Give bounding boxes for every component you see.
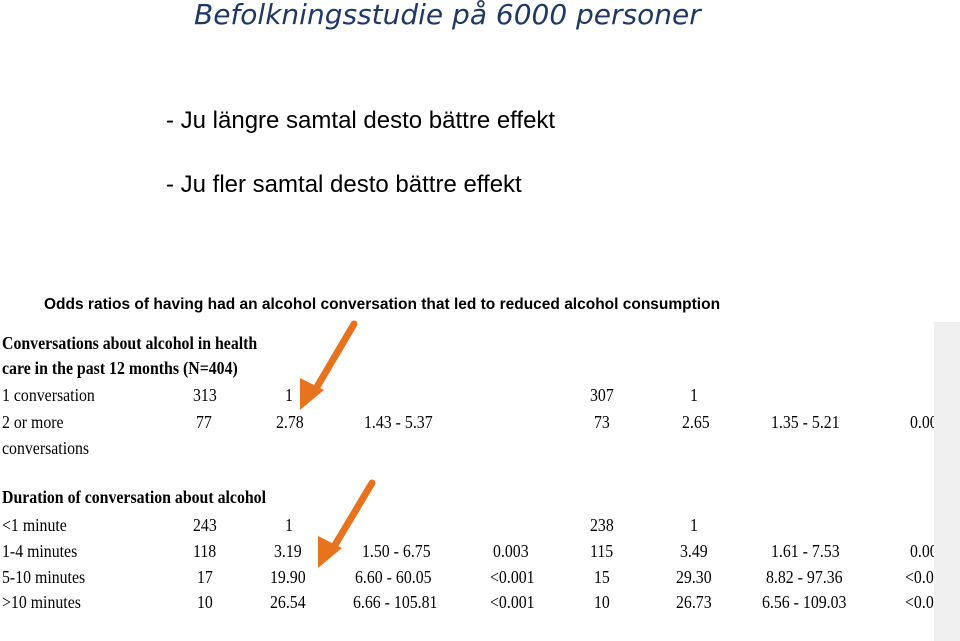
ci-model1: 6.60 - 60.05 (355, 567, 432, 587)
row-label: >10 minutes (2, 592, 81, 612)
ci-model1: 6.66 - 105.81 (353, 592, 438, 612)
n-model2: 10 (594, 592, 610, 612)
section1-header-line1: Conversations about alcohol in health (2, 333, 258, 353)
row-label: 1 conversation (2, 385, 95, 405)
ci-model2: 1.35 - 5.21 (771, 412, 840, 432)
or-model1: 19.90 (270, 567, 306, 587)
odds-ratio-table: Conversations about alcohol in health ca… (0, 322, 950, 641)
n-model1: 313 (193, 385, 217, 405)
n-model2: 238 (590, 515, 614, 535)
row-label-continuation: conversations (2, 438, 90, 458)
or-model1: 26.54 (270, 592, 306, 612)
or-model2: 29.30 (676, 567, 712, 587)
n-model2: 115 (590, 541, 614, 561)
or-model1: 3.19 (274, 541, 302, 561)
or-model2: 26.73 (676, 592, 712, 612)
n-model1: 243 (193, 515, 217, 535)
n-model2: 73 (594, 412, 610, 432)
bullet-more-conversations: - Ju fler samtal desto bättre effekt (166, 171, 522, 198)
ci-model1: 1.50 - 6.75 (362, 541, 431, 561)
n-model2: 15 (594, 567, 610, 587)
n-model1: 77 (196, 412, 212, 432)
row-label: 1-4 minutes (2, 541, 78, 561)
row-label: 2 or more (2, 412, 64, 432)
ci-model2: 8.82 - 97.36 (766, 567, 843, 587)
or-model2: 1 (690, 515, 698, 535)
or-model2: 1 (690, 385, 698, 405)
slide-title: Befolkningsstudie på 6000 personer (194, 0, 701, 31)
p-model1: <0.001 (490, 567, 535, 587)
n-model1: 10 (197, 592, 213, 612)
section2-header: Duration of conversation about alcohol (2, 487, 267, 507)
or-model1: 2.78 (276, 412, 304, 432)
section1-header-line2: care in the past 12 months (N=404) (2, 358, 238, 378)
p-model1: <0.001 (490, 592, 535, 612)
row-label: 5-10 minutes (2, 567, 86, 587)
or-model1: 1 (285, 385, 293, 405)
or-model1: 1 (285, 515, 293, 535)
ci-model2: 1.61 - 7.53 (771, 541, 840, 561)
or-model2: 3.49 (680, 541, 708, 561)
bullet-longer-conversations: - Ju längre samtal desto bättre effekt (166, 107, 556, 134)
ci-model1: 1.43 - 5.37 (364, 412, 433, 432)
n-model2: 307 (590, 385, 614, 405)
row-label: <1 minute (2, 515, 67, 535)
p-model1: 0.003 (493, 541, 529, 561)
table-caption: Odds ratios of having had an alcohol con… (44, 296, 721, 313)
n-model1: 17 (197, 567, 213, 587)
ci-model2: 6.56 - 109.03 (762, 592, 847, 612)
side-strip (934, 322, 960, 641)
n-model1: 118 (193, 541, 217, 561)
or-model2: 2.65 (682, 412, 710, 432)
